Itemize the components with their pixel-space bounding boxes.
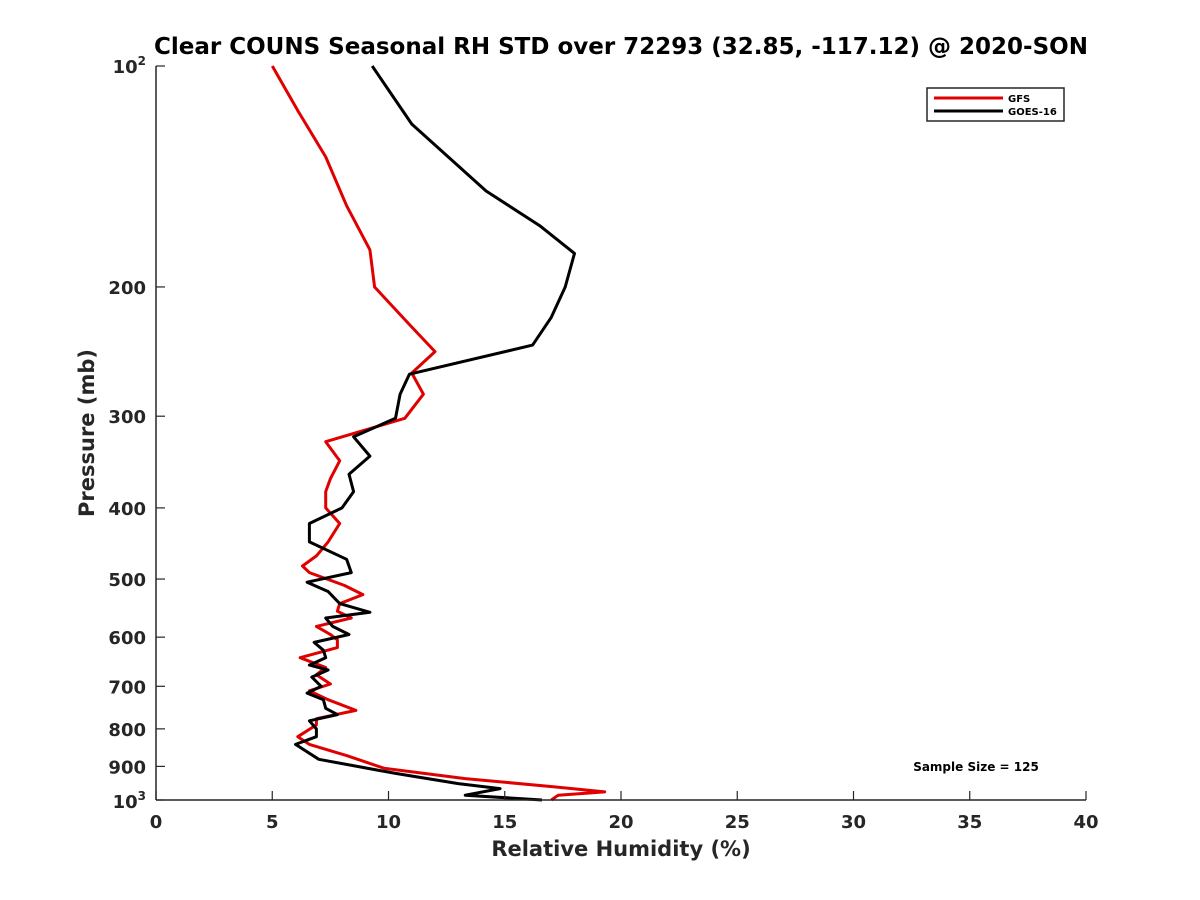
- x-tick-label-35: 35: [957, 812, 982, 833]
- y-tick-label-900: 900: [108, 757, 146, 778]
- y-tick-label-800: 800: [108, 720, 146, 741]
- legend: GFS GOES-16: [926, 87, 1065, 122]
- y-tick-label-bottom: 103: [113, 789, 146, 813]
- y-axis-ticks: 102 103 200 300 400 500 600 700 800 900: [108, 54, 165, 813]
- series-line-goes-16: [294, 65, 576, 802]
- x-tick-label-20: 20: [608, 812, 633, 833]
- series-line-gfs: [270, 65, 607, 802]
- legend-label-goes16: GOES-16: [1008, 107, 1057, 118]
- sample-size-annotation: Sample Size = 125: [913, 760, 1039, 774]
- y-tick-label-700: 700: [108, 677, 146, 698]
- y-tick-label-300: 300: [108, 407, 146, 428]
- series-layer: [270, 65, 607, 802]
- x-tick-label-40: 40: [1073, 812, 1098, 833]
- y-tick-label-400: 400: [108, 499, 146, 520]
- x-tick-label-0: 0: [150, 812, 163, 833]
- x-tick-label-15: 15: [492, 812, 517, 833]
- y-tick-label-200: 200: [108, 278, 146, 299]
- x-tick-label-10: 10: [376, 812, 401, 833]
- y-tick-label-top: 102: [113, 54, 146, 78]
- x-axis-ticks: 0 5 10 15 20 25 30 35 40: [150, 791, 1099, 833]
- x-axis-label: Relative Humidity (%): [491, 837, 750, 861]
- chart-title: Clear COUNS Seasonal RH STD over 72293 (…: [154, 34, 1088, 60]
- legend-label-gfs: GFS: [1008, 94, 1030, 105]
- y-axis-label: Pressure (mb): [75, 349, 99, 517]
- x-tick-label-25: 25: [725, 812, 750, 833]
- y-tick-label-600: 600: [108, 628, 146, 649]
- x-tick-label-5: 5: [266, 812, 279, 833]
- legend-box: [926, 87, 1065, 122]
- x-tick-label-30: 30: [841, 812, 866, 833]
- y-tick-label-500: 500: [108, 570, 146, 591]
